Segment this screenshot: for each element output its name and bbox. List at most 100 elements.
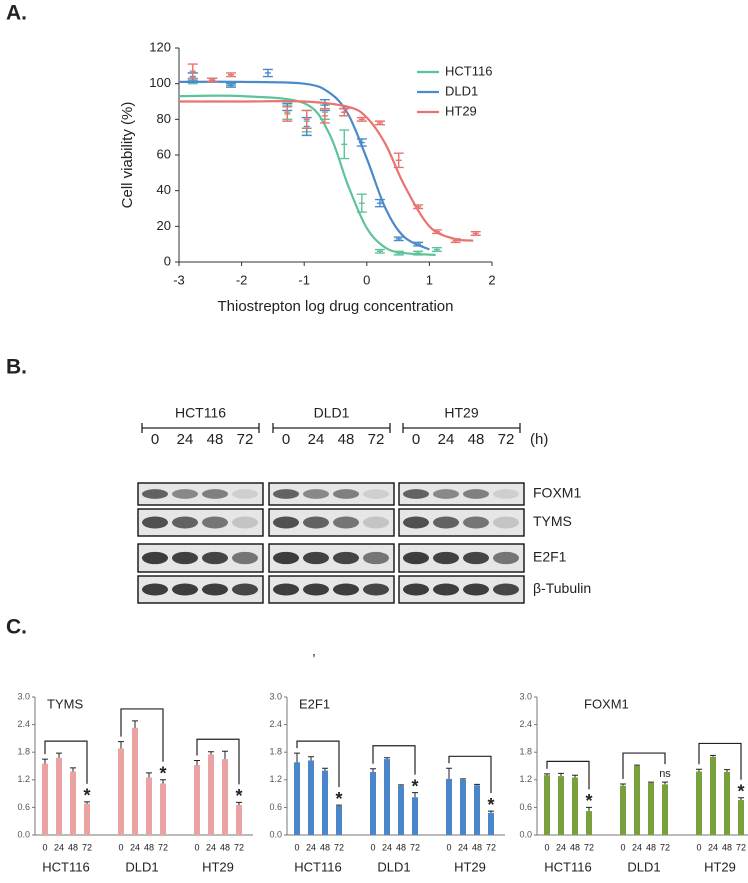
blot-band [303, 583, 329, 596]
blot-band [202, 489, 228, 499]
blot-time-label: 24 [308, 431, 325, 448]
blot-band [142, 551, 168, 565]
bar [84, 803, 90, 835]
y-tick-label: 0.0 [17, 829, 30, 839]
x-tick-label: 0 [194, 842, 199, 852]
error-bar [84, 801, 90, 804]
x-tick-label: 24 [54, 842, 64, 852]
x-tick-label: 24 [206, 842, 216, 852]
x-tick-label: 24 [708, 842, 718, 852]
x-tick-label: 1 [426, 272, 433, 287]
y-tick-label: 0.6 [17, 802, 30, 812]
error-bar [413, 241, 424, 247]
x-tick-label: 48 [396, 842, 406, 852]
bar [118, 748, 124, 835]
blot-time-label: 48 [207, 431, 224, 448]
x-tick-label: 24 [458, 842, 468, 852]
blot-band [363, 489, 389, 499]
x-tick-label: 48 [144, 842, 154, 852]
blot-time-label: 0 [151, 431, 159, 448]
blot-group-label: DLD1 [314, 405, 350, 421]
significance-label: * [235, 786, 242, 806]
error-bar [374, 248, 385, 254]
error-bar [662, 781, 668, 785]
group-label: HT29 [202, 859, 234, 874]
blot-band [273, 489, 299, 499]
x-tick-label: 72 [486, 842, 496, 852]
x-tick-label: 72 [660, 842, 670, 852]
y-tick-label: 1.2 [17, 774, 30, 784]
x-tick-label: 48 [68, 842, 78, 852]
bar [222, 759, 228, 835]
x-tick-label: 48 [646, 842, 656, 852]
blot-band [273, 583, 299, 596]
error-bar [339, 129, 350, 160]
error-bar [474, 783, 480, 786]
blot-time-label: 72 [368, 431, 385, 448]
y-tick-label: 40 [157, 182, 171, 197]
blot-time-label: 24 [438, 431, 455, 448]
y-tick-label: 1.8 [519, 747, 532, 757]
significance-bracket [372, 745, 416, 775]
error-bar [393, 250, 404, 256]
error-bar [146, 772, 152, 778]
blot-band [403, 489, 429, 499]
blot-band [403, 551, 429, 565]
bar [236, 805, 242, 835]
blot-time-label: 72 [237, 431, 254, 448]
bar [208, 754, 214, 835]
blot-band [433, 551, 459, 565]
bar [738, 800, 744, 835]
blot-box [398, 508, 525, 537]
blot-band [172, 516, 198, 529]
error-bar [586, 806, 592, 812]
blot-box [137, 482, 264, 506]
x-tick-label: 72 [410, 842, 420, 852]
significance-bracket [448, 755, 492, 794]
blot-time-label: 24 [177, 431, 194, 448]
significance-label: ns [659, 768, 671, 780]
bar [146, 777, 152, 835]
x-tick-label: 72 [334, 842, 344, 852]
blot-band [463, 583, 489, 596]
x-tick-label: 72 [82, 842, 92, 852]
significance-label: * [83, 786, 90, 806]
blot-box [398, 482, 525, 506]
error-bar [236, 801, 242, 806]
error-bar [225, 72, 236, 78]
blot-band [232, 489, 258, 499]
bar [42, 763, 48, 835]
blot-band [333, 551, 359, 565]
bar [586, 811, 592, 835]
error-bar [648, 781, 654, 784]
x-tick-label: 0 [544, 842, 549, 852]
x-tick-label: 48 [220, 842, 230, 852]
blot-band [142, 583, 168, 596]
significance-label: * [585, 791, 592, 811]
error-bar [431, 229, 442, 235]
legend-label: HT29 [445, 103, 477, 118]
error-bar [187, 63, 198, 80]
error-bar [294, 752, 300, 763]
blot-band [363, 583, 389, 596]
x-tick-label: -3 [173, 272, 185, 287]
x-tick-label: 0 [370, 842, 375, 852]
blot-row-label: E2F1 [533, 549, 567, 565]
x-tick-label: 0 [363, 272, 370, 287]
blot-band [493, 489, 519, 499]
error-bar [282, 106, 293, 122]
error-bar [393, 152, 404, 169]
significance-bracket [296, 740, 340, 788]
x-tick-label: 24 [382, 842, 392, 852]
error-bar [450, 238, 461, 244]
group-label: HT29 [704, 859, 736, 874]
x-tick-label: 48 [472, 842, 482, 852]
blot-band [463, 516, 489, 529]
x-tick-label: 0 [620, 842, 625, 852]
error-bar [194, 759, 200, 766]
error-bar [696, 768, 702, 772]
bar [384, 759, 390, 835]
blot-band [303, 551, 329, 565]
error-bar [207, 77, 218, 83]
x-tick-label: 2 [488, 272, 495, 287]
